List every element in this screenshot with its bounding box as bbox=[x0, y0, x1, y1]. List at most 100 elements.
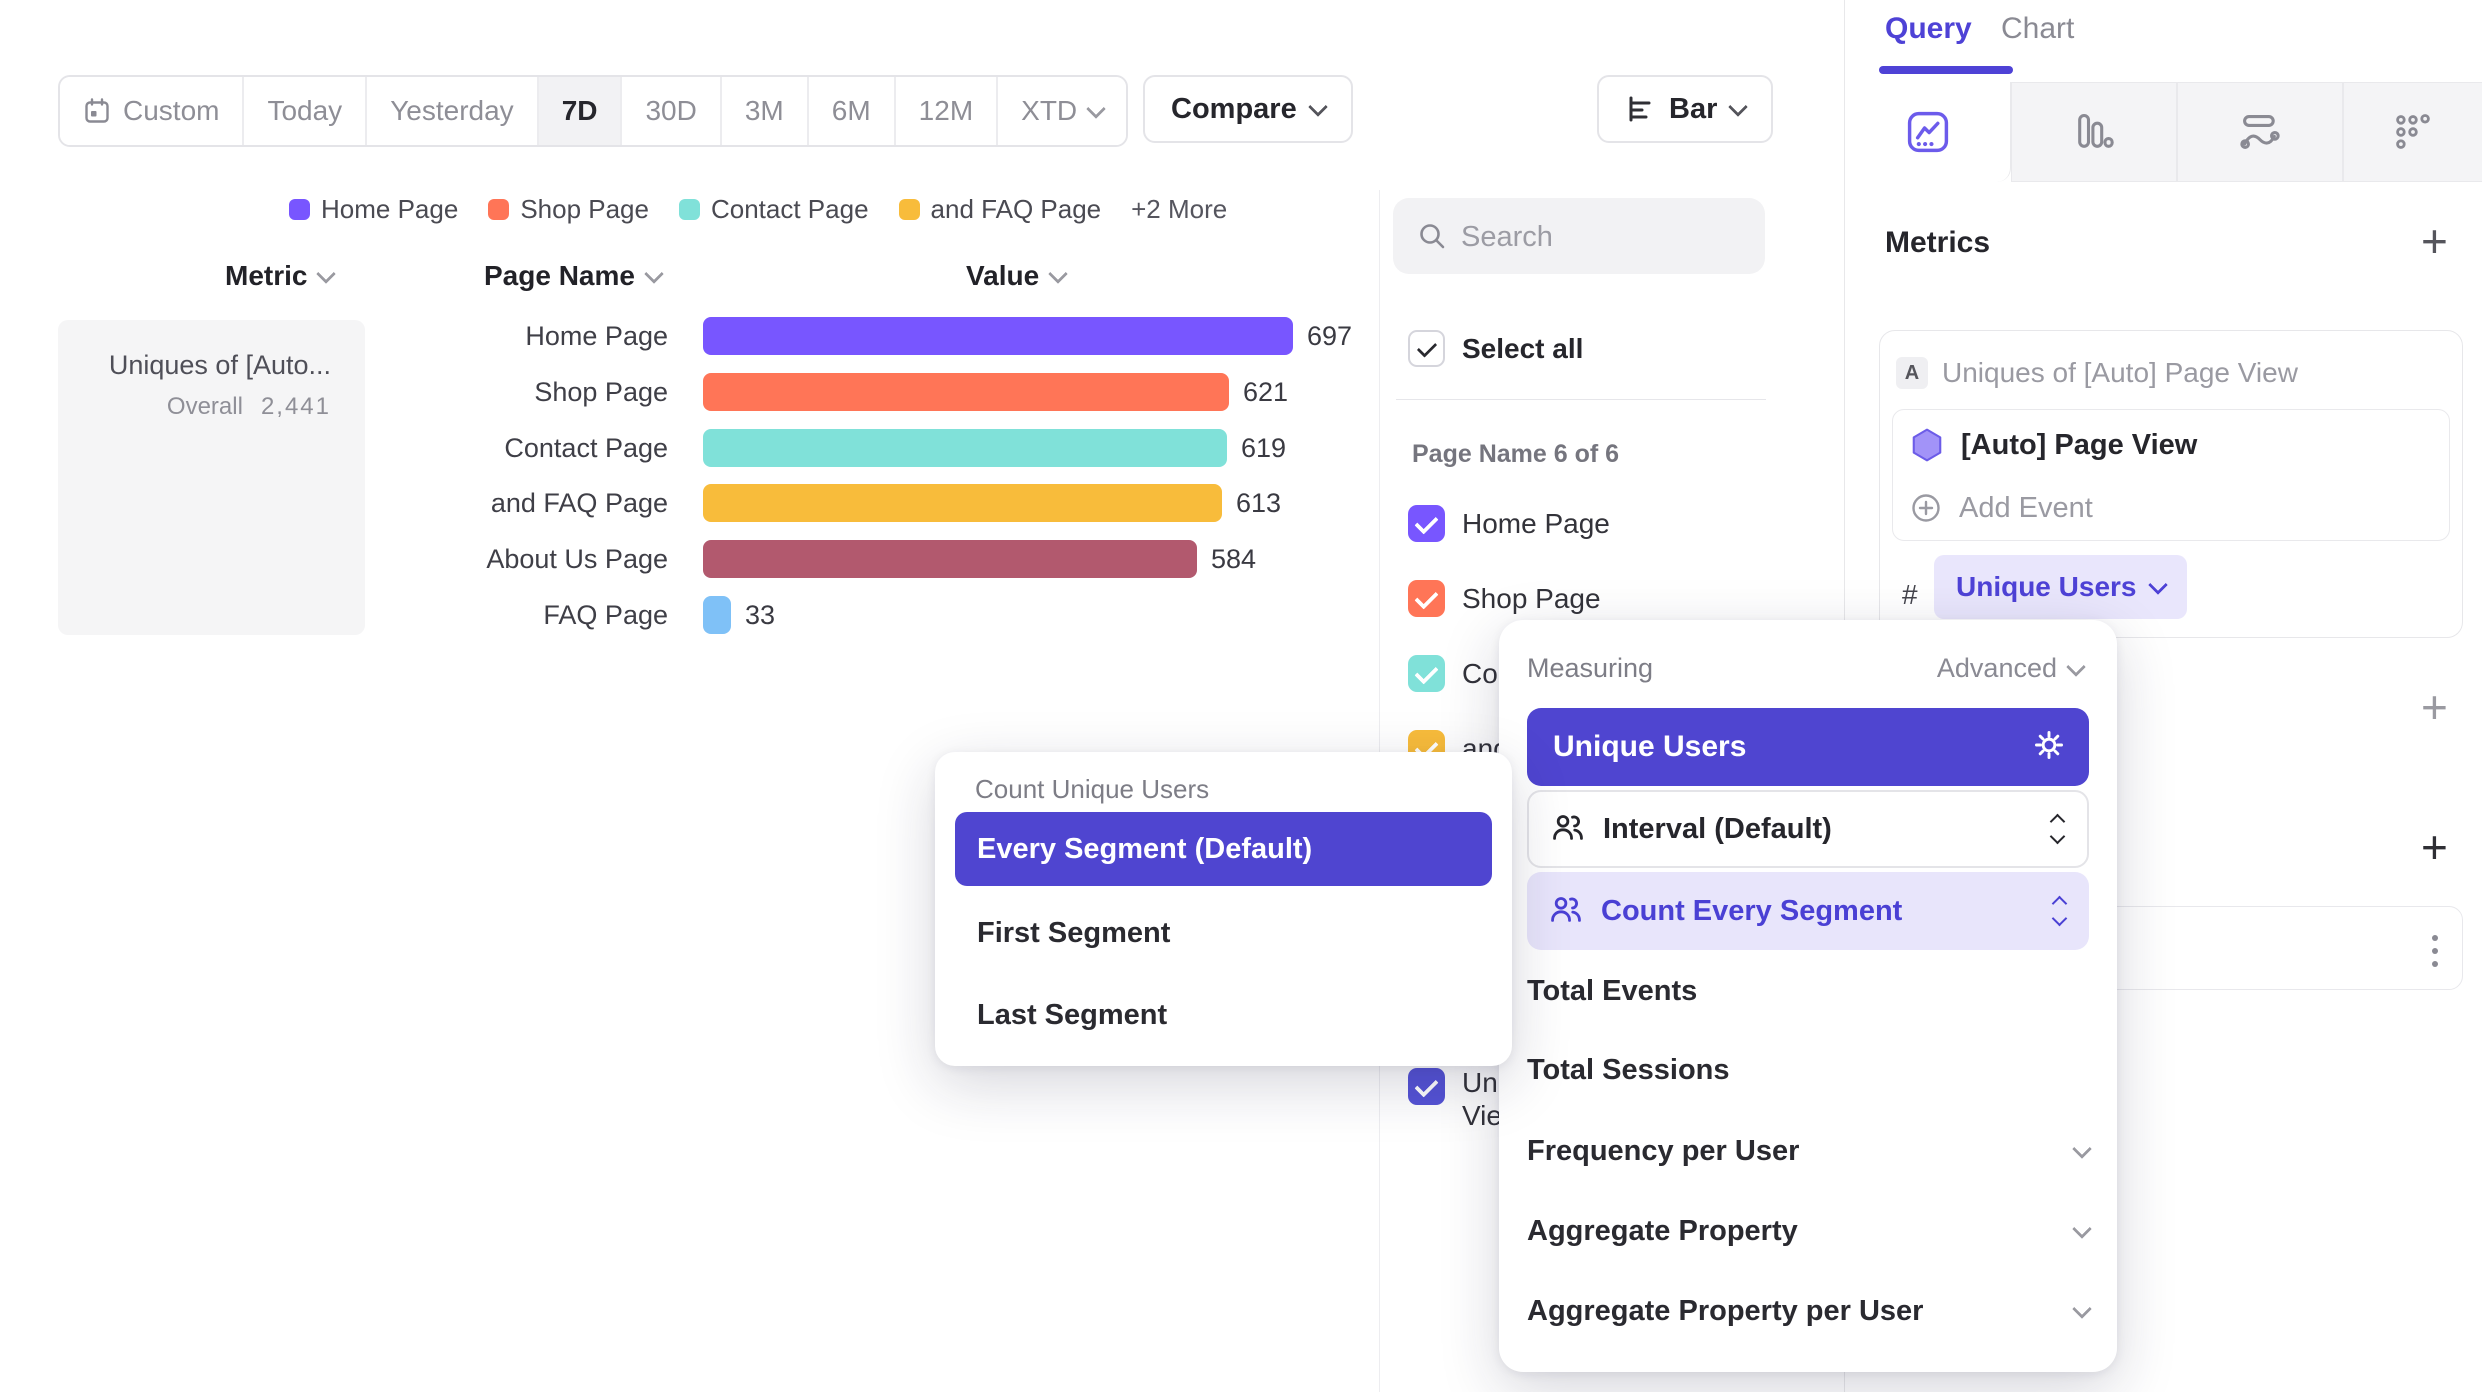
add-filter-button[interactable]: + bbox=[2421, 681, 2448, 733]
stepper-icon[interactable] bbox=[2049, 813, 2066, 845]
option-first-segment[interactable]: First Segment bbox=[977, 908, 1170, 958]
legend-item-home-page[interactable]: Home Page bbox=[289, 194, 458, 225]
metrics-section-title: Metrics bbox=[1885, 226, 1991, 259]
option-last-segment[interactable]: Last Segment bbox=[977, 990, 1167, 1040]
legend-more[interactable]: +2 More bbox=[1131, 194, 1228, 224]
bar-value: 33 bbox=[745, 599, 776, 630]
bar-shop-page[interactable] bbox=[703, 373, 1229, 411]
metric-title: Uniques of [Auto... bbox=[108, 350, 331, 380]
date-range-label: 30D bbox=[645, 95, 697, 126]
legend-label: Contact Page bbox=[710, 194, 869, 224]
bar-value: 584 bbox=[1211, 543, 1257, 574]
option-unique-users[interactable]: Unique Users bbox=[1527, 708, 2089, 786]
retention-tab-icon bbox=[2396, 114, 2430, 149]
option-label: Every Segment (Default) bbox=[977, 832, 1313, 865]
column-header-label: Page Name bbox=[484, 260, 635, 291]
breakdown-card[interactable] bbox=[2101, 906, 2463, 990]
legend-item-contact-page[interactable]: Contact Page bbox=[678, 194, 869, 225]
option-interval-default[interactable]: Interval (Default) bbox=[1527, 790, 2089, 868]
bar-about-us-page[interactable] bbox=[703, 540, 1197, 578]
search-input[interactable] bbox=[1459, 198, 1753, 276]
date-range-today[interactable]: Today bbox=[244, 77, 368, 145]
date-range-label: 7D bbox=[561, 95, 598, 126]
tab-label: Chart bbox=[2001, 12, 2075, 45]
option-total-sessions[interactable]: Total Sessions bbox=[1527, 1045, 2089, 1095]
column-header-value[interactable]: Value bbox=[966, 260, 1069, 292]
option-every-segment-default[interactable]: Every Segment (Default) bbox=[955, 812, 1492, 886]
option-total-events[interactable]: Total Events bbox=[1527, 966, 2089, 1016]
date-range-7d[interactable]: 7D bbox=[538, 77, 623, 145]
stepper-icon[interactable] bbox=[2051, 895, 2068, 927]
advanced-dropdown[interactable]: Advanced bbox=[1931, 652, 2089, 685]
bar-category-label: Shop Page bbox=[534, 376, 668, 407]
count-unique-users-popover: Count Unique Users Every Segment (Defaul… bbox=[935, 752, 1512, 1066]
date-range-30d[interactable]: 30D bbox=[622, 77, 722, 145]
gear-icon[interactable] bbox=[2033, 729, 2065, 766]
chevron-down-icon bbox=[1728, 97, 1749, 117]
bar-contact-page[interactable] bbox=[703, 429, 1227, 467]
date-range-yesterday[interactable]: Yesterday bbox=[367, 77, 539, 145]
tab-label: Query bbox=[1885, 12, 1972, 45]
date-range-label: XTD bbox=[1021, 95, 1078, 126]
legend-item-shop-page[interactable]: Shop Page bbox=[488, 194, 649, 225]
date-range-6m[interactable]: 6M bbox=[808, 77, 896, 145]
date-range-toolbar: Custom Today Yesterday 7D 30D 3M 6M 12M … bbox=[58, 75, 1129, 147]
bar-and-faq-page[interactable] bbox=[703, 484, 1222, 522]
checkbox-label-shop-page[interactable]: Shop Page bbox=[1462, 583, 1601, 614]
add-metric-button[interactable]: + bbox=[2421, 215, 2448, 267]
date-range-xtd[interactable]: XTD bbox=[998, 77, 1127, 145]
event-row[interactable]: [Auto] Page View bbox=[1909, 427, 2197, 463]
search-box bbox=[1393, 198, 1765, 276]
legend-swatch bbox=[678, 199, 700, 220]
report-type-flows-tab[interactable] bbox=[2177, 82, 2343, 182]
add-event-label: Add Event bbox=[1959, 491, 2093, 524]
report-type-funnels-tab[interactable] bbox=[2011, 82, 2177, 182]
date-range-label: Yesterday bbox=[390, 95, 514, 126]
metric-summary-card[interactable]: Uniques of [Auto... Overall 2,441 bbox=[58, 320, 365, 635]
checkbox-home-page[interactable] bbox=[1408, 505, 1445, 542]
users-icon bbox=[1549, 894, 1583, 929]
bar-row-contact-page: Contact Page 619 bbox=[0, 420, 1286, 476]
date-range-12m[interactable]: 12M bbox=[895, 77, 999, 145]
kebab-menu-icon[interactable] bbox=[2426, 925, 2444, 977]
compare-label: Compare bbox=[1171, 92, 1297, 125]
report-type-retention-tab[interactable] bbox=[2343, 82, 2482, 182]
checkbox-shop-page[interactable] bbox=[1408, 580, 1445, 617]
checkbox-contact-page[interactable] bbox=[1408, 655, 1445, 692]
compare-button[interactable]: Compare bbox=[1143, 75, 1353, 143]
tab-query[interactable]: Query bbox=[1885, 12, 1972, 46]
option-frequency-per-user[interactable]: Frequency per User bbox=[1527, 1126, 2092, 1176]
add-breakdown-button[interactable]: + bbox=[2421, 821, 2448, 873]
bar-category-label: FAQ Page bbox=[543, 599, 668, 630]
chart-type-button[interactable]: Bar bbox=[1597, 75, 1774, 143]
add-event-row[interactable]: Add Event bbox=[1909, 490, 2093, 526]
option-aggregate-property-per-user[interactable]: Aggregate Property per User bbox=[1527, 1286, 2092, 1336]
checkbox-label-home-page[interactable]: Home Page bbox=[1462, 508, 1610, 539]
option-aggregate-property[interactable]: Aggregate Property bbox=[1527, 1206, 2092, 1256]
select-all-label[interactable]: Select all bbox=[1462, 333, 1584, 364]
bar-value: 621 bbox=[1243, 376, 1289, 407]
checkbox-uniques-of-auto-page-view[interactable] bbox=[1408, 1068, 1445, 1105]
option-count-every-segment[interactable]: Count Every Segment bbox=[1527, 872, 2089, 950]
chevron-down-icon bbox=[2072, 1219, 2092, 1239]
date-range-3m[interactable]: 3M bbox=[721, 77, 809, 145]
metric-badge: A bbox=[1896, 357, 1928, 389]
hexagon-icon bbox=[1912, 428, 1942, 462]
report-type-insights-tab[interactable] bbox=[1845, 82, 2011, 182]
tab-chart[interactable]: Chart bbox=[2001, 12, 2074, 46]
select-all-checkbox[interactable] bbox=[1408, 330, 1445, 367]
bar-home-page[interactable] bbox=[703, 317, 1293, 355]
metric-definition-card: A Uniques of [Auto] Page View [Auto] Pag… bbox=[1879, 330, 2463, 638]
metric-name: Uniques of [Auto] Page View bbox=[1942, 357, 2298, 388]
date-range-custom[interactable]: Custom bbox=[60, 77, 245, 145]
chevron-down-icon bbox=[2072, 1299, 2092, 1319]
aggregation-dropdown[interactable]: Unique Users bbox=[1934, 555, 2187, 619]
legend-item-and-faq-page[interactable]: and FAQ Page bbox=[898, 194, 1101, 225]
column-header-page-name[interactable]: Page Name bbox=[484, 260, 664, 292]
advanced-label: Advanced bbox=[1936, 653, 2057, 683]
bar-faq-page[interactable] bbox=[703, 596, 731, 634]
column-header-metric[interactable]: Metric bbox=[225, 260, 337, 292]
measuring-title: Measuring bbox=[1527, 653, 1654, 683]
option-label: Last Segment bbox=[977, 998, 1168, 1031]
